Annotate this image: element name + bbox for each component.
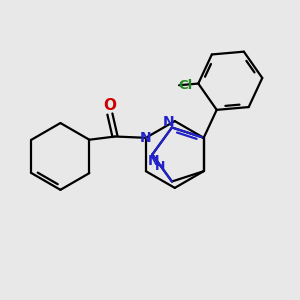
Text: O: O [103, 98, 116, 113]
Text: N: N [140, 131, 152, 145]
Text: Cl: Cl [178, 79, 193, 92]
Text: H: H [155, 160, 165, 172]
Text: N: N [163, 115, 175, 129]
Text: N: N [148, 154, 159, 168]
